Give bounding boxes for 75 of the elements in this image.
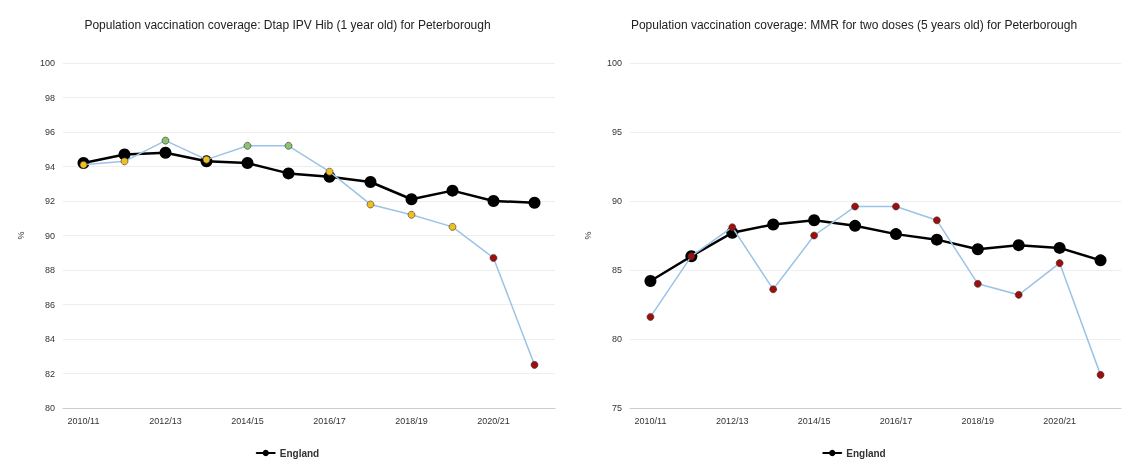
point xyxy=(1053,241,1066,254)
point xyxy=(1012,239,1025,252)
point xyxy=(644,275,657,288)
point xyxy=(528,196,541,209)
x-tick-label: 2014/15 xyxy=(797,415,831,426)
y-tick-label: 84 xyxy=(44,334,55,344)
point xyxy=(282,167,295,180)
point xyxy=(933,216,941,225)
y-tick-label: 80 xyxy=(44,403,55,413)
point xyxy=(930,233,943,246)
point xyxy=(767,218,780,231)
point xyxy=(407,211,416,219)
point xyxy=(892,202,900,211)
y-tick-label: 94 xyxy=(44,161,55,172)
legend-label: England xyxy=(846,447,886,459)
point xyxy=(769,285,778,294)
x-tick-label: 2016/17 xyxy=(879,415,913,426)
y-tick-label: 86 xyxy=(44,299,55,310)
y-tick-label: 92 xyxy=(44,196,55,206)
point xyxy=(889,228,902,241)
x-tick-label: 2010/11 xyxy=(67,415,100,426)
point xyxy=(849,219,862,232)
point xyxy=(405,193,418,206)
y-tick-label: 82 xyxy=(44,368,55,379)
point xyxy=(241,157,254,170)
point xyxy=(851,202,859,211)
y-tick-label: 100 xyxy=(606,58,622,68)
x-tick-label: 2020/21 xyxy=(1043,415,1076,426)
x-tick-label: 2014/15 xyxy=(231,415,264,426)
point xyxy=(202,155,211,164)
point xyxy=(120,157,129,166)
y-tick-label: 90 xyxy=(44,230,55,241)
y-tick-label: 100 xyxy=(39,58,55,68)
x-tick-label: 2012/13 xyxy=(149,415,182,426)
point xyxy=(284,142,293,150)
point xyxy=(810,231,818,240)
y-tick-label: 98 xyxy=(44,92,55,103)
point xyxy=(159,146,172,159)
point xyxy=(448,223,457,231)
y-tick-label: 80 xyxy=(611,334,622,344)
chart-title: Population vaccination coverage: MMR for two doses (5 years old) for Peterborough xyxy=(630,18,1078,32)
point xyxy=(487,195,500,207)
point xyxy=(808,214,821,227)
point xyxy=(971,243,984,256)
point xyxy=(1094,254,1107,267)
y-tick-label: 90 xyxy=(611,196,622,206)
chart-title: Population vaccination coverage: Dtap IPV Hib (1 year old) for Peterborough xyxy=(84,18,491,32)
legend-label: England xyxy=(279,447,320,459)
point xyxy=(243,142,252,150)
x-tick-label: 2016/17 xyxy=(313,415,346,426)
point xyxy=(446,184,459,197)
point xyxy=(728,223,737,232)
point xyxy=(161,136,170,145)
point xyxy=(325,167,334,176)
y-axis-title: % xyxy=(582,231,593,240)
y-tick-label: 88 xyxy=(44,265,55,275)
point xyxy=(1055,259,1064,267)
x-tick-label: 2020/21 xyxy=(477,415,510,426)
y-tick-label: 85 xyxy=(611,265,622,275)
y-tick-label: 95 xyxy=(611,127,622,137)
point xyxy=(366,200,375,209)
point xyxy=(489,254,498,262)
x-tick-label: 2018/19 xyxy=(961,415,995,426)
point xyxy=(1014,291,1023,299)
point xyxy=(1096,371,1105,379)
x-tick-label: 2018/19 xyxy=(395,415,428,426)
x-tick-label: 2012/13 xyxy=(716,415,749,426)
x-tick-label: 2010/11 xyxy=(634,415,667,426)
point xyxy=(974,280,982,288)
point xyxy=(530,361,539,369)
point xyxy=(364,176,377,189)
y-axis-title: % xyxy=(15,231,26,240)
y-tick-label: 96 xyxy=(44,127,55,137)
point xyxy=(646,313,655,321)
y-tick-label: 75 xyxy=(611,403,622,413)
